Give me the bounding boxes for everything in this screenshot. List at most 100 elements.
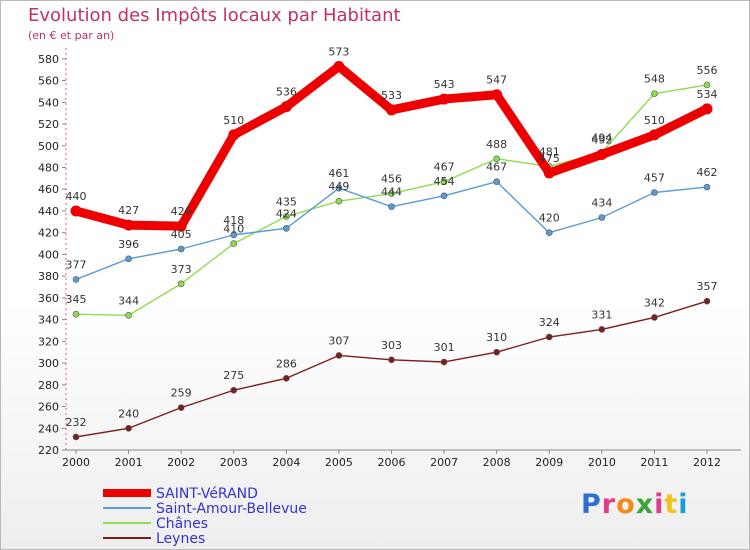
data-point bbox=[386, 104, 397, 116]
x-tick-label: 2012 bbox=[693, 456, 721, 469]
data-point bbox=[701, 103, 713, 115]
x-tick-label: 2010 bbox=[588, 456, 616, 469]
data-point bbox=[283, 225, 290, 232]
data-point bbox=[72, 433, 80, 441]
data-label: 303 bbox=[381, 339, 402, 352]
y-tick-label: 500 bbox=[38, 140, 59, 153]
data-point bbox=[230, 240, 238, 247]
data-label: 492 bbox=[591, 133, 612, 146]
data-label: 467 bbox=[486, 161, 507, 174]
data-label: 536 bbox=[276, 86, 297, 99]
data-point bbox=[703, 297, 711, 305]
data-label: 488 bbox=[486, 138, 507, 151]
y-tick-label: 520 bbox=[38, 118, 59, 131]
y-tick-label: 440 bbox=[38, 205, 59, 218]
data-label: 396 bbox=[118, 238, 139, 251]
y-tick-label: 420 bbox=[38, 227, 59, 240]
data-label: 444 bbox=[381, 186, 402, 199]
data-label: 345 bbox=[66, 293, 87, 306]
data-label: 275 bbox=[223, 369, 244, 382]
data-point bbox=[125, 311, 132, 319]
data-point bbox=[648, 129, 660, 141]
data-label: 534 bbox=[697, 88, 718, 101]
x-tick-label: 2001 bbox=[115, 456, 143, 469]
data-label: 475 bbox=[539, 152, 560, 165]
data-point bbox=[388, 203, 395, 210]
y-tick-label: 540 bbox=[38, 96, 59, 109]
axes: 220 240 260 280 300 320 340 360 380 400 420 440 460 4… bbox=[38, 48, 741, 469]
data-label: 510 bbox=[644, 114, 665, 127]
data-point bbox=[335, 184, 343, 192]
data-label: 427 bbox=[118, 204, 139, 217]
legend-label: Saint-Amour-Bellevue bbox=[156, 501, 307, 517]
data-label: 240 bbox=[118, 407, 139, 420]
x-tick-label: 2002 bbox=[167, 456, 195, 469]
data-point bbox=[177, 404, 185, 411]
x-tick-label: 2007 bbox=[430, 456, 458, 469]
data-label: 232 bbox=[66, 416, 87, 429]
y-tick-label: 400 bbox=[38, 248, 59, 261]
data-label: 543 bbox=[434, 78, 455, 91]
data-point bbox=[651, 314, 658, 321]
logo-letter: t bbox=[664, 489, 679, 520]
data-label: 418 bbox=[223, 214, 244, 227]
data-label: 344 bbox=[118, 294, 139, 307]
data-label: 342 bbox=[644, 296, 665, 309]
data-label: 533 bbox=[381, 89, 402, 102]
data-point bbox=[493, 348, 500, 356]
data-point bbox=[280, 101, 292, 113]
x-tick-label: 2006 bbox=[378, 456, 406, 469]
data-point bbox=[440, 178, 448, 185]
logo-letter: x bbox=[635, 489, 655, 520]
data-label: 573 bbox=[328, 45, 349, 58]
data-point bbox=[177, 280, 185, 288]
data-label: 548 bbox=[644, 73, 665, 86]
legend-label: Chânes bbox=[156, 516, 208, 532]
data-point bbox=[545, 229, 553, 237]
data-point bbox=[72, 276, 80, 283]
legend-label: SAINT-VéRAND bbox=[156, 486, 258, 502]
data-point bbox=[70, 205, 82, 217]
data-label: 286 bbox=[276, 357, 297, 370]
data-label: 301 bbox=[434, 341, 455, 354]
y-tick-label: 560 bbox=[38, 75, 59, 88]
x-tick-label: 2004 bbox=[272, 456, 300, 469]
logo-letter: P bbox=[581, 489, 602, 520]
chart-title: Evolution des Impôts locaux par Habitant bbox=[28, 5, 401, 26]
series-line bbox=[75, 300, 708, 438]
y-tick-label: 220 bbox=[38, 444, 59, 457]
data-point bbox=[283, 374, 290, 382]
series-lines bbox=[70, 60, 713, 441]
data-point bbox=[335, 352, 343, 359]
data-label: 462 bbox=[697, 166, 718, 179]
data-label: 461 bbox=[328, 167, 349, 180]
data-point bbox=[388, 190, 395, 197]
data-label: 454 bbox=[434, 175, 455, 188]
legend: SAINT-VéRANDSaint-Amour-BellevueChânesLe… bbox=[103, 486, 307, 547]
chart-subtitle: (en € et par an) bbox=[28, 29, 115, 42]
y-tick-label: 460 bbox=[38, 183, 59, 196]
data-point bbox=[230, 231, 238, 239]
data-label: 310 bbox=[486, 331, 507, 344]
data-label: 547 bbox=[486, 74, 507, 87]
data-point bbox=[335, 197, 343, 205]
x-tick-label: 2000 bbox=[62, 456, 90, 469]
data-point bbox=[440, 192, 448, 200]
data-label: 457 bbox=[644, 172, 665, 185]
data-label: 467 bbox=[434, 161, 455, 174]
data-label: 259 bbox=[171, 387, 192, 400]
logo-letter: o bbox=[616, 489, 636, 520]
data-point bbox=[123, 219, 135, 231]
data-point bbox=[493, 155, 500, 163]
data-label: 405 bbox=[171, 228, 192, 241]
y-tick-label: 580 bbox=[38, 53, 59, 66]
data-point bbox=[598, 214, 606, 221]
logo-letter: i bbox=[678, 489, 689, 520]
x-tick-label: 2011 bbox=[640, 456, 668, 469]
data-point bbox=[438, 93, 450, 105]
y-tick-label: 380 bbox=[38, 270, 59, 283]
data-label: 324 bbox=[539, 316, 560, 329]
data-point bbox=[388, 356, 395, 364]
